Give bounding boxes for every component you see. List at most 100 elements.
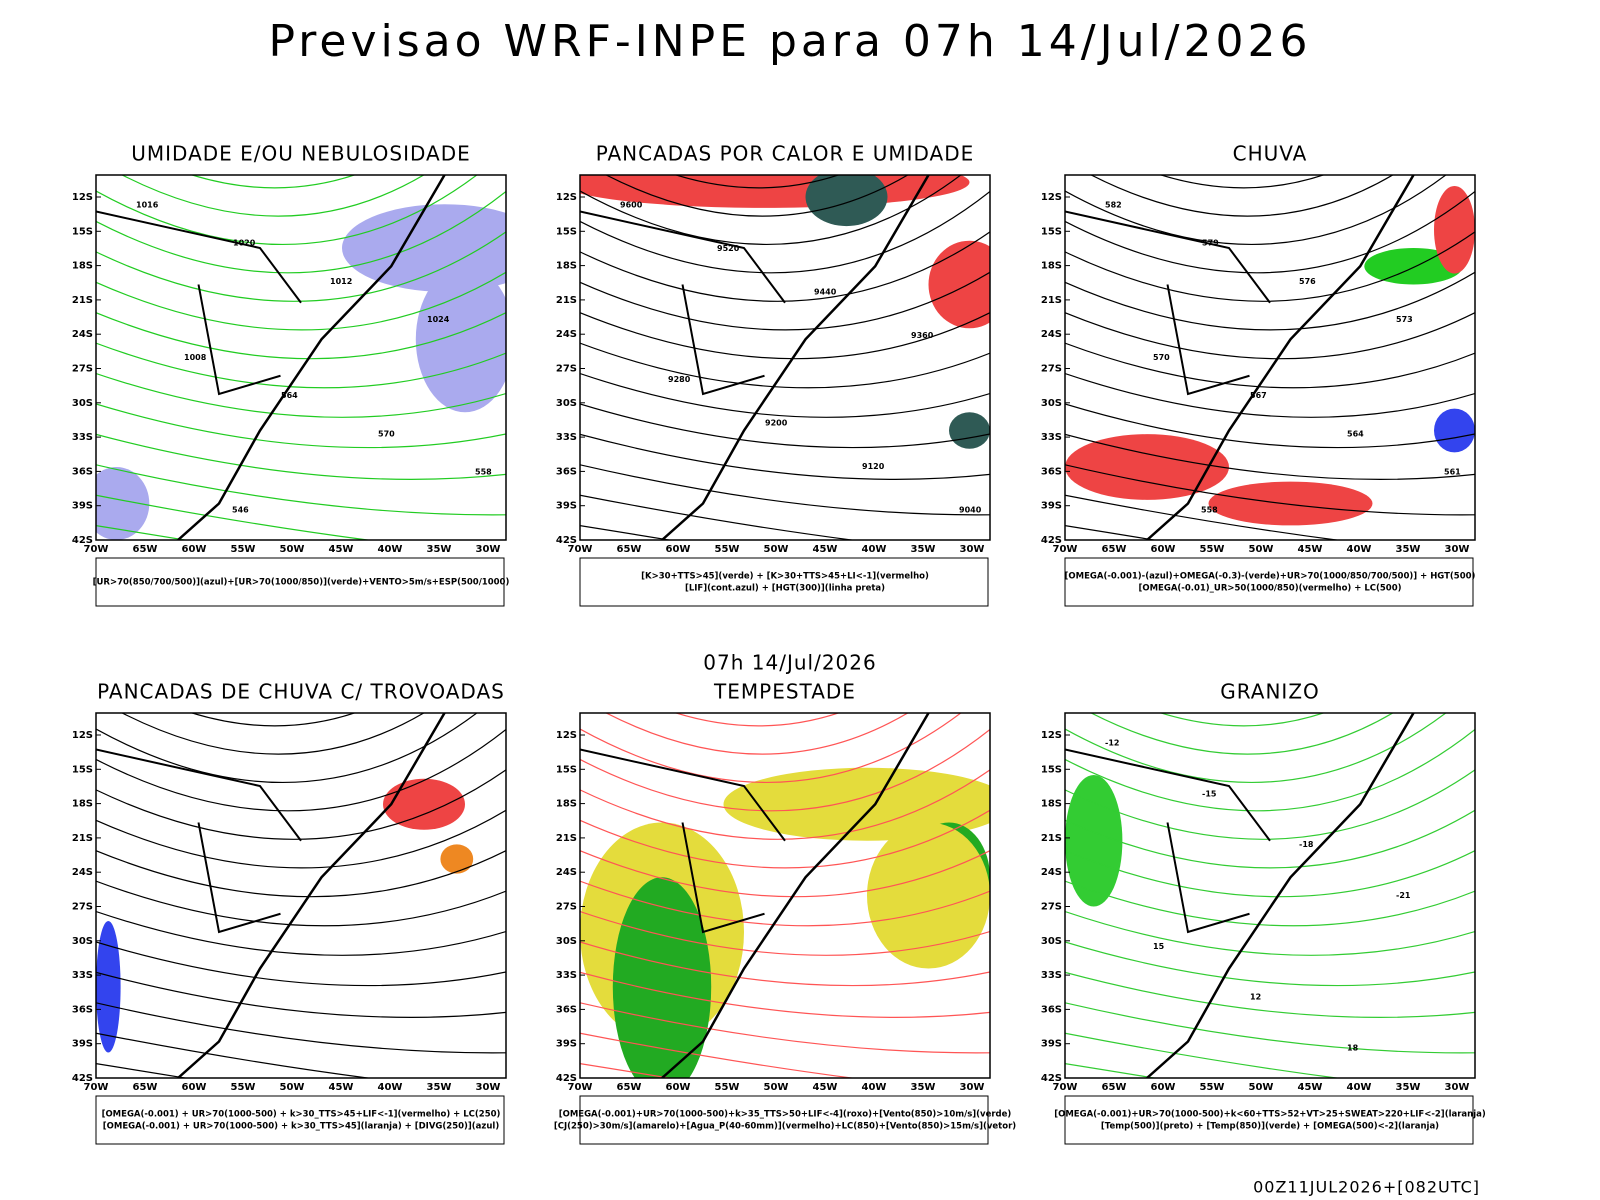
contour-label: 567 <box>1250 391 1267 400</box>
border <box>96 210 302 396</box>
contour-line <box>674 175 841 189</box>
lat-label: 24S <box>1041 329 1062 340</box>
lon-label: 60W <box>1151 544 1176 555</box>
lat-label: 21S <box>1041 833 1062 844</box>
border <box>580 210 786 396</box>
lat-label: 24S <box>72 867 93 878</box>
legend-text: [LIF](cont.azul) + [HGT(300)](linha pret… <box>685 584 885 594</box>
lat-label: 42S <box>556 1073 577 1084</box>
map-panel: UMIDADE E/OU NEBULOSIDADE 1016 1020 1012 102… <box>72 142 509 607</box>
lon-label: 40W <box>378 544 403 555</box>
contour-label: 1016 <box>136 201 159 210</box>
contour-label: 1024 <box>427 315 450 324</box>
main-title: Previsao WRF-INPE para 07h 14/Jul/2026 <box>269 16 1312 67</box>
lat-label: 33S <box>1041 970 1062 981</box>
contour-label: 564 <box>1347 429 1364 438</box>
border <box>1065 210 1271 396</box>
contour-line <box>580 271 990 331</box>
contour-line <box>580 728 990 812</box>
lon-label: 60W <box>1151 1082 1176 1093</box>
contour-line <box>96 190 506 274</box>
contour-label: 561 <box>1444 467 1461 476</box>
contour-line <box>580 1002 990 1054</box>
shaded-area <box>949 412 990 449</box>
shaded-area <box>723 767 990 841</box>
lat-label: 12S <box>72 192 93 203</box>
lat-label: 18S <box>72 799 93 810</box>
coastline <box>1146 175 1415 540</box>
lat-label: 33S <box>72 432 93 443</box>
lon-label: 30W <box>1445 544 1470 555</box>
contour-label: 12 <box>1250 993 1261 1002</box>
contour-line <box>580 464 990 516</box>
contour-line <box>96 910 506 956</box>
contour-line <box>1159 175 1326 189</box>
map-panel: PANCADAS DE CHUVA C/ TROVOADAS 12S 15S 18S 2… <box>72 680 507 1145</box>
contour-label: 9040 <box>959 506 982 515</box>
lat-label: 39S <box>72 501 93 512</box>
footer: 00Z11JUL2026+[082UTC] <box>1253 1178 1480 1197</box>
lon-label: 50W <box>1249 544 1274 555</box>
lat-label: 30S <box>1041 936 1062 947</box>
contour-line <box>1065 312 1475 360</box>
lat-label: 33S <box>556 970 577 981</box>
shaded-area <box>928 240 990 329</box>
lon-label: 55W <box>1200 544 1225 555</box>
contour-label: 546 <box>232 506 249 515</box>
lon-label: 65W <box>1102 1082 1127 1093</box>
shaded-area <box>1434 408 1475 453</box>
contour-line <box>1065 271 1475 331</box>
contour-line <box>580 713 962 783</box>
contour-line <box>96 1063 189 1078</box>
lon-label: 60W <box>666 544 691 555</box>
lat-label: 18S <box>556 261 577 272</box>
lat-label: 42S <box>1041 535 1062 546</box>
lat-label: 42S <box>556 535 577 546</box>
lat-label: 30S <box>556 936 577 947</box>
lat-label: 24S <box>556 867 577 878</box>
lon-label: 35W <box>1396 544 1421 555</box>
panel-title: GRANIZO <box>1220 680 1320 704</box>
contour-line <box>190 175 357 189</box>
lon-label: 45W <box>1298 1082 1323 1093</box>
lat-label: 36S <box>556 1004 577 1015</box>
lon-label: 60W <box>182 1082 207 1093</box>
contour-label: -15 <box>1202 789 1217 798</box>
panel-title: CHUVA <box>1233 142 1308 166</box>
contour-label: 582 <box>1105 201 1122 210</box>
lon-label: 65W <box>1102 544 1127 555</box>
lon-label: 30W <box>476 544 501 555</box>
legend-text: [OMEGA(-0.001) + UR>70(1000-500) + k>30_… <box>103 1122 500 1132</box>
lon-label: 35W <box>911 1082 936 1093</box>
lat-label: 15S <box>72 226 93 237</box>
lon-label: 30W <box>1445 1082 1470 1093</box>
lat-label: 21S <box>72 295 93 306</box>
lat-label: 42S <box>72 535 93 546</box>
contour-label: 558 <box>1201 506 1218 515</box>
lat-label: 21S <box>556 833 577 844</box>
contour-line <box>580 941 990 987</box>
lat-label: 27S <box>556 364 577 375</box>
legend-text: [OMEGA(-0.001) + UR>70(1000-500) + k>30_… <box>102 1110 501 1120</box>
map-frame <box>579 712 991 1079</box>
contour-label: 9520 <box>717 244 740 253</box>
legend-box <box>579 557 989 607</box>
contour-line <box>580 231 990 302</box>
shaded-area <box>1434 185 1475 274</box>
contour-line <box>1065 433 1475 480</box>
map-frame <box>579 174 991 541</box>
contour-line <box>580 1063 673 1078</box>
lon-label: 30W <box>960 544 985 555</box>
map-panel: CHUVA 582 579 576 573 570 567 564 561 558 12S 15S 18… <box>1041 142 1476 607</box>
panels: UMIDADE E/OU NEBULOSIDADE 1016 1020 1012 102… <box>72 142 1486 1145</box>
lon-label: 65W <box>133 1082 158 1093</box>
contour-line <box>96 403 506 449</box>
lon-label: 70W <box>568 1082 593 1093</box>
lat-label: 12S <box>1041 730 1062 741</box>
contour-line <box>580 372 990 418</box>
contour-label: 9280 <box>668 375 691 384</box>
lat-label: 42S <box>1041 1073 1062 1084</box>
lon-label: 65W <box>617 544 642 555</box>
panel-title: PANCADAS POR CALOR E UMIDADE <box>596 142 975 166</box>
contour-label: 1020 <box>233 239 256 248</box>
